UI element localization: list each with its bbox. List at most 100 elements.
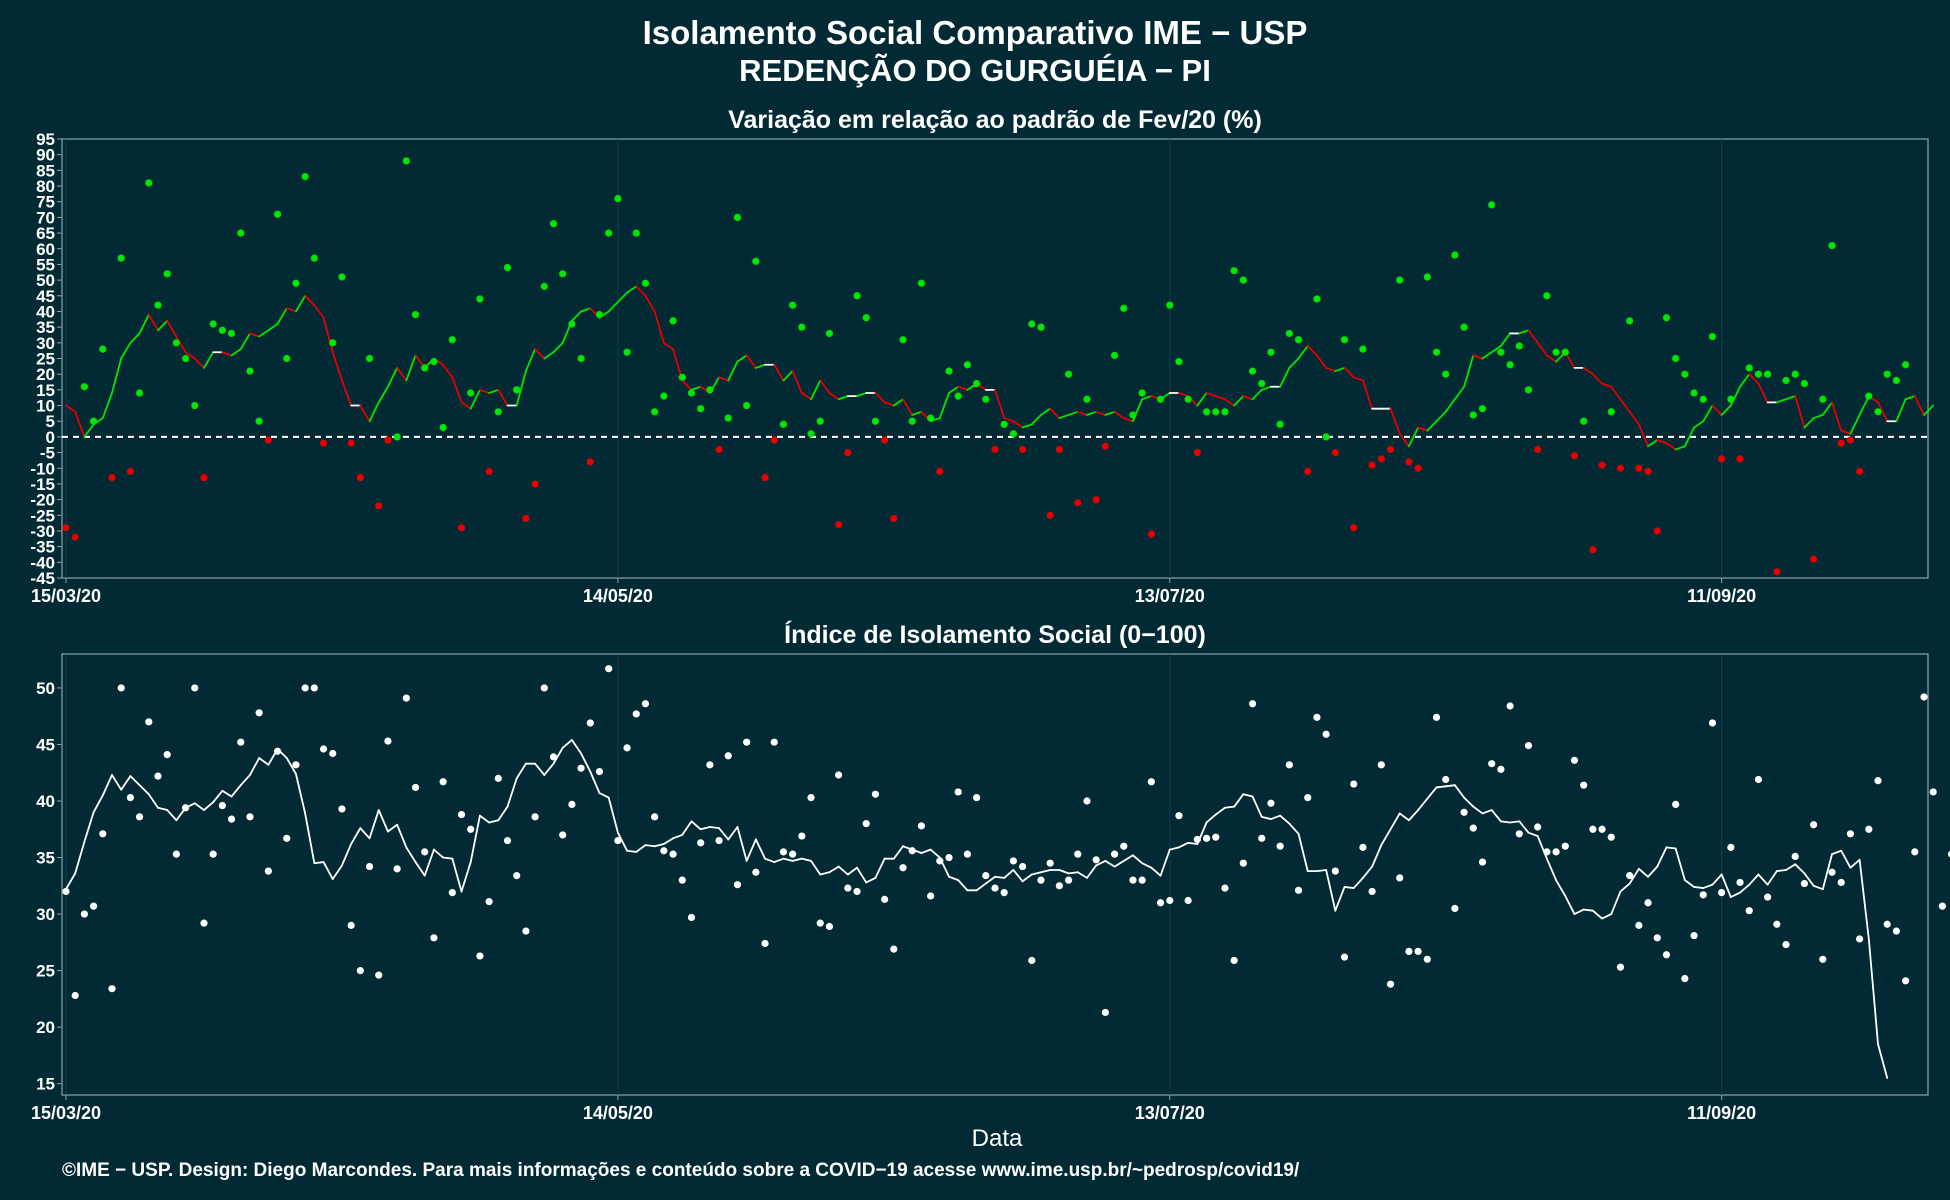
moving-average-segment — [396, 823, 408, 849]
data-point — [467, 825, 475, 833]
moving-average-segment — [1435, 785, 1447, 789]
moving-average-segment — [1049, 407, 1061, 419]
data-point — [1350, 780, 1358, 788]
moving-average-segment — [782, 857, 794, 862]
data-point — [513, 872, 521, 880]
data-point — [1736, 878, 1744, 887]
data-point — [1230, 956, 1238, 965]
moving-average-segment — [1260, 385, 1272, 391]
moving-average-segment — [543, 351, 555, 360]
moving-average-segment — [1058, 414, 1070, 419]
moving-average-segment — [1821, 853, 1833, 891]
moving-average-segment — [92, 794, 104, 814]
moving-average-segment — [341, 379, 353, 407]
moving-average-segment — [1674, 445, 1686, 451]
moving-average-segment — [1343, 886, 1355, 889]
moving-average-segment — [1316, 869, 1328, 873]
moving-average-segment — [994, 388, 1006, 419]
data-point — [1386, 980, 1395, 988]
moving-average-segment — [230, 784, 242, 798]
data-point — [1258, 834, 1266, 842]
y-tick-label: -45 — [30, 569, 55, 588]
data-point — [789, 301, 797, 309]
moving-average-segment — [1122, 854, 1134, 862]
moving-average-segment — [1095, 410, 1107, 416]
data-point — [1497, 765, 1505, 773]
data-point — [1331, 448, 1339, 457]
data-point — [1340, 336, 1349, 344]
data-point — [1754, 775, 1763, 784]
data-point — [117, 254, 125, 262]
panel-title: Variação em relação ao padrão de Fev/20 … — [728, 106, 1262, 134]
moving-average-segment — [561, 739, 573, 749]
moving-average-segment — [1683, 426, 1695, 448]
data-points — [62, 157, 1910, 576]
x-tick-label: 13/07/20 — [1135, 1103, 1205, 1123]
data-point — [1055, 445, 1063, 454]
data-point — [1543, 292, 1551, 300]
data-point — [513, 386, 521, 394]
data-point — [1773, 920, 1781, 928]
data-point — [1708, 332, 1717, 341]
data-point — [273, 747, 282, 755]
moving-average-segment — [1923, 404, 1935, 416]
data-point — [1718, 888, 1726, 897]
moving-average-segment — [1591, 373, 1603, 385]
moving-average-segment — [1481, 809, 1493, 815]
moving-average-segment — [1058, 869, 1070, 875]
moving-average-segment — [653, 843, 665, 848]
moving-average-segment — [387, 367, 399, 388]
data-point — [1653, 934, 1661, 942]
data-point — [743, 401, 751, 410]
data-point — [1846, 830, 1855, 838]
data-point — [1791, 852, 1799, 861]
moving-average-segment — [1086, 864, 1098, 879]
data-point — [605, 229, 613, 237]
moving-average-segment — [1775, 398, 1787, 404]
panel-frame — [61, 653, 1929, 1096]
data-point — [669, 850, 677, 858]
x-axis-label: Data — [972, 1125, 1023, 1152]
data-point — [1727, 395, 1735, 403]
moving-average-segment — [120, 775, 132, 791]
moving-average-segment — [1637, 867, 1649, 878]
data-point — [1055, 882, 1063, 890]
data-point — [181, 804, 190, 812]
moving-average-segment — [1454, 784, 1465, 799]
data-point — [1074, 499, 1082, 507]
moving-average-segment — [515, 762, 527, 780]
data-point — [890, 945, 898, 953]
data-point — [1138, 389, 1146, 397]
data-point — [218, 326, 226, 334]
data-point — [1000, 420, 1008, 428]
moving-average-segment — [460, 401, 472, 410]
moving-average-segment — [1821, 401, 1833, 416]
data-point — [1580, 781, 1588, 789]
moving-average-segment — [1288, 822, 1300, 835]
moving-average-segment — [1435, 410, 1447, 423]
moving-average-segment — [1711, 404, 1723, 416]
data-point — [430, 358, 438, 366]
data-point — [1800, 879, 1809, 888]
data-point — [871, 790, 880, 798]
data-point — [237, 229, 245, 237]
moving-average-segment — [1729, 891, 1741, 899]
data-point — [1442, 775, 1450, 784]
moving-average-segment — [1003, 869, 1015, 879]
moving-average-segment — [322, 316, 334, 354]
data-point — [522, 927, 530, 935]
data-point — [411, 783, 420, 792]
moving-average-segment — [101, 392, 113, 419]
data-point — [807, 430, 815, 438]
data-point — [881, 436, 889, 444]
data-point — [1911, 848, 1919, 856]
moving-average-segment — [1233, 793, 1245, 808]
moving-average-segment — [1297, 345, 1309, 360]
moving-average-segment — [1463, 796, 1475, 808]
moving-average-segment — [1490, 345, 1502, 354]
moving-average-segment — [1775, 869, 1787, 873]
data-point — [99, 830, 107, 838]
data-point — [1681, 974, 1689, 983]
data-point — [1000, 888, 1008, 897]
data-point — [200, 919, 208, 927]
